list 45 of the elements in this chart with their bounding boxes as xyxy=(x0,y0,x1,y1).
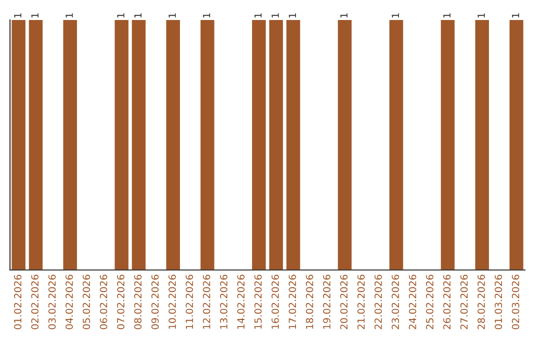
x-tick-label: 15.02.2026 xyxy=(254,274,262,329)
data-label: 1 xyxy=(117,13,124,18)
x-tick-label: 19.02.2026 xyxy=(323,274,330,329)
x-tick-label: 01.02.2026 xyxy=(14,274,22,330)
data-label: 1 xyxy=(340,13,348,18)
x-tick-label: 11.02.2026 xyxy=(186,274,194,329)
data-label: 1 xyxy=(512,13,520,18)
x-tick-label: 22.02.2026 xyxy=(374,274,382,330)
data-label: 1 xyxy=(392,13,399,18)
data-label: 1 xyxy=(272,13,279,18)
x-tick-label: 18.02.2026 xyxy=(306,274,314,329)
data-label: 1 xyxy=(168,13,176,18)
x-tick-label: 17.02.2026 xyxy=(288,274,296,329)
x-tick-label: 24.02.2026 xyxy=(408,274,416,330)
x-tick-label: 12.02.2026 xyxy=(202,274,210,329)
x-tick-label: 06.02.2026 xyxy=(100,274,108,330)
x-tick-label: 14.02.2026 xyxy=(237,274,245,329)
x-tick-label: 09.02.2026 xyxy=(151,274,159,330)
data-label: 1 xyxy=(203,13,210,18)
x-tick-label: 28.02.2026 xyxy=(478,274,485,330)
data-label: 1 xyxy=(66,13,73,18)
data-label: 1 xyxy=(134,13,142,18)
x-tick-label: 20.02.2026 xyxy=(340,274,348,330)
x-tick-label: 01.03.2026 xyxy=(494,274,502,330)
x-tick-label: 26.02.2026 xyxy=(443,274,451,330)
x-tick-label: 21.02.2026 xyxy=(357,274,365,330)
x-tick-label: 27.02.2026 xyxy=(460,274,468,330)
x-tick-label: 02.03.2026 xyxy=(512,274,520,330)
data-label: 1 xyxy=(254,13,262,18)
data-label: 1 xyxy=(443,13,450,18)
x-tick-label: 07.02.2026 xyxy=(117,274,124,330)
x-tick-label: 02.02.2026 xyxy=(31,274,39,330)
x-tick-label: 08.02.2026 xyxy=(134,274,142,330)
x-tick-label: 10.02.2026 xyxy=(168,274,176,329)
x-tick-label: 05.02.2026 xyxy=(82,274,90,330)
x-tick-label: 25.02.2026 xyxy=(426,274,434,330)
data-label: 1 xyxy=(14,13,22,18)
data-label: 1 xyxy=(31,13,38,18)
x-tick-label: 16.02.2026 xyxy=(272,274,279,329)
data-label: 1 xyxy=(478,13,485,18)
x-tick-label: 04.02.2026 xyxy=(66,274,73,330)
x-tick-label: 03.02.2026 xyxy=(48,274,56,330)
data-label: 1 xyxy=(288,13,296,18)
x-tick-label: 13.02.2026 xyxy=(220,274,228,329)
x-tick-label: 23.02.2026 xyxy=(392,274,400,330)
